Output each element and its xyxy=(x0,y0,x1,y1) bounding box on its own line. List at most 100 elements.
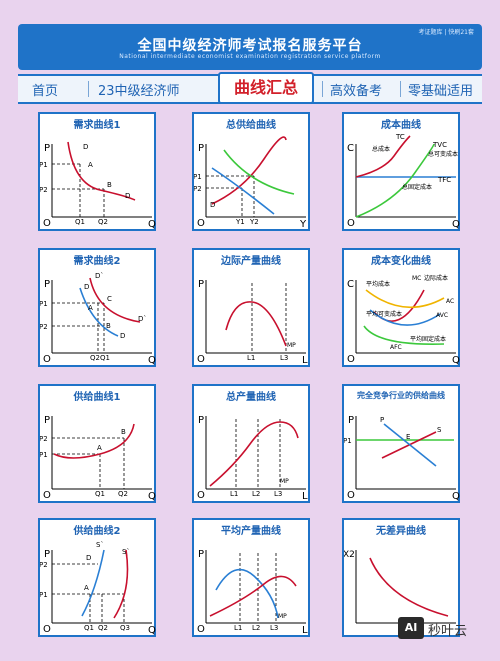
card-title: 总产量曲线 xyxy=(226,392,276,403)
curve-label-d: D xyxy=(210,201,215,209)
axis-label-q: Q xyxy=(452,219,460,230)
label-tc: TC xyxy=(395,133,405,141)
tick-q1: Q1 xyxy=(75,218,85,226)
card-cost-change: 成本变化曲线 C Q O MC 边际成本 平均成本 AC 平均可变成本 AVC … xyxy=(342,248,460,367)
card-average-product: 平均产量曲线 P L O L1 L2 L3 MP xyxy=(192,518,310,637)
label-mp: MP xyxy=(280,478,289,485)
label-tfc: TFC xyxy=(437,176,451,184)
label-s-prime: S` xyxy=(122,548,130,556)
axis-label-q: Q xyxy=(148,625,156,636)
card-cost-curve: 成本曲线 C Q O TC 总成本 TVC 总可变成本 TFC 总固定成本 xyxy=(342,112,460,231)
indifference-curve xyxy=(369,557,449,617)
nav-divider xyxy=(400,81,401,97)
tick-y1: Y1 xyxy=(235,218,245,226)
card-title: 边际产量曲线 xyxy=(221,256,281,267)
avc-curve xyxy=(369,309,441,326)
point-b: B xyxy=(106,322,111,330)
label-mp: MP xyxy=(278,613,287,620)
axis-label-l: L xyxy=(302,355,308,366)
axis-label-p: P xyxy=(198,279,204,290)
tick-l1: L1 xyxy=(234,624,242,632)
tick-p2: P2 xyxy=(194,185,202,193)
origin-label: O xyxy=(197,624,205,635)
label-mc: MC xyxy=(412,275,421,282)
axis-label-q: Q xyxy=(148,219,156,230)
tp-curve xyxy=(209,421,299,487)
demand-curve-d-prime xyxy=(89,277,141,323)
card-demand-curve-2: 需求曲线2 P Q O P1 P2 Q2Q1 D` D C A B D` D xyxy=(38,248,156,367)
curve-label-d: D xyxy=(125,192,130,200)
tick-q2: Q2 xyxy=(98,218,108,226)
ac-curve xyxy=(365,289,445,309)
point-b: B xyxy=(121,428,126,436)
page-subtitle: National intermediate economist examinat… xyxy=(119,53,381,60)
axis-label-l: L xyxy=(302,491,308,502)
supply-curve xyxy=(53,423,135,459)
label-mc-cn: 边际成本 xyxy=(424,274,448,282)
label-ac-cn: 平均成本 xyxy=(366,280,390,288)
axis-label-p: P xyxy=(198,143,204,154)
axis-label-p: P xyxy=(198,549,204,560)
card-title: 无差异曲线 xyxy=(376,526,426,537)
nav-divider xyxy=(88,81,89,97)
average-product-graph: P L O L1 L2 L3 MP xyxy=(197,549,308,636)
cost-curve-graph: C Q O TC 总成本 TVC 总可变成本 TFC 总固定成本 xyxy=(347,133,460,230)
tab-home[interactable]: 首页 xyxy=(32,84,59,99)
origin-label: O xyxy=(43,490,51,501)
mp-curve xyxy=(225,301,287,347)
demand-line xyxy=(383,423,437,467)
demand-curve-1-graph: P Q O P1 P2 Q1 Q2 A B D D xyxy=(40,141,156,230)
supply-curve-blue xyxy=(81,549,105,617)
axis-label-q: Q xyxy=(148,355,156,366)
tab-efficient-prep[interactable]: 高效备考 xyxy=(330,84,383,99)
supply-curve-1-graph: P Q O P2 P1 Q1 Q2 A B xyxy=(40,415,156,502)
point-a: A xyxy=(88,304,93,312)
tick-p2: P2 xyxy=(40,323,48,331)
label-s: S xyxy=(437,426,442,434)
demand-curve-green xyxy=(223,149,295,195)
axis-label-p: P xyxy=(198,415,204,426)
tab-23-intermediate[interactable]: 23中级经济师 xyxy=(98,84,180,99)
card-aggregate-supply: 总供给曲线 P Y O P1 P2 Y1 Y2 D xyxy=(192,112,310,231)
nav-divider xyxy=(322,81,323,97)
tab-zero-basics[interactable]: 零基础适用 xyxy=(408,84,474,99)
label-d: D xyxy=(120,332,125,340)
card-title: 需求曲线2 xyxy=(73,256,121,267)
tick-l1: L1 xyxy=(230,490,238,498)
tick-p2: P2 xyxy=(40,435,48,443)
point-b: B xyxy=(107,181,112,189)
tick-q2: Q2 xyxy=(98,624,108,632)
tvc-curve xyxy=(355,143,435,218)
label-ac: AC xyxy=(446,298,454,305)
label-d-prime: D` xyxy=(138,315,147,323)
label-d: D xyxy=(84,283,89,291)
card-title: 需求曲线1 xyxy=(73,120,121,131)
origin-label: O xyxy=(347,490,355,501)
axis-label-p: P xyxy=(44,279,50,290)
axis-label-x2: X2 xyxy=(344,550,355,560)
origin-label: O xyxy=(43,624,51,635)
card-supply-curve-2: 供给曲线2 P Q O P2 P1 Q1 Q2 Q3 D A S` S` xyxy=(38,518,156,637)
tick-q1: Q1 xyxy=(84,624,94,632)
card-title: 完全竞争行业的供给曲线 xyxy=(357,391,445,400)
ap-curve-red xyxy=(209,575,297,617)
card-supply-curve-1: 供给曲线1 P Q O P2 P1 Q1 Q2 A B xyxy=(38,384,156,503)
label-afc: AFC xyxy=(390,344,402,351)
point-a: A xyxy=(97,444,102,452)
card-title: 供给曲线1 xyxy=(73,392,121,403)
label-tc-cn: 总成本 xyxy=(372,145,390,153)
tick-l3: L3 xyxy=(280,354,288,362)
tab-curve-summary[interactable]: 曲线汇总 xyxy=(218,72,314,104)
card-total-product: 总产量曲线 P L O L1 L2 L3 MP xyxy=(192,384,310,503)
label-d-prime: D` xyxy=(95,272,104,280)
origin-label: O xyxy=(197,354,205,365)
card-marginal-product: 边际产量曲线 P L O L1 L3 MP xyxy=(192,248,310,367)
label-avc-cn: 平均可变成本 xyxy=(366,310,402,318)
tick-p1: P1 xyxy=(344,437,352,445)
tick-p1: P1 xyxy=(40,300,48,308)
tc-curve xyxy=(355,135,411,178)
card-competitive-supply: 完全竞争行业的供给曲线 P Q O P1 P S E xyxy=(342,384,460,503)
demand-curve-2-graph: P Q O P1 P2 Q2Q1 D` D C A B D` D xyxy=(40,272,156,366)
point-c: C xyxy=(107,295,112,303)
supply-curve-red xyxy=(113,549,129,619)
